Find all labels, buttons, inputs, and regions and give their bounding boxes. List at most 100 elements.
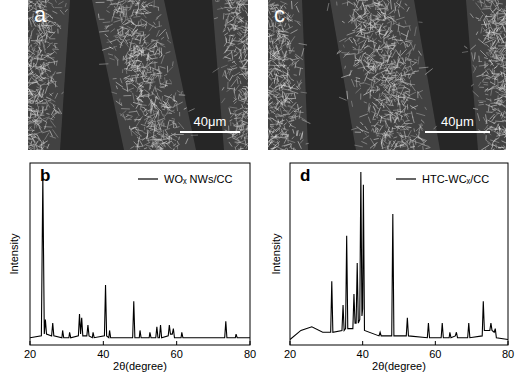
nanowire	[281, 89, 284, 91]
nanowire	[134, 119, 141, 121]
nanowire	[54, 43, 58, 44]
nanowire	[235, 53, 239, 56]
nanowire	[234, 102, 237, 104]
nanowire	[276, 73, 279, 82]
nanowire	[137, 102, 140, 103]
nanowire	[35, 113, 36, 117]
nanowire	[282, 107, 288, 114]
nanowire	[32, 130, 34, 132]
nanowire	[419, 22, 423, 23]
nanowire	[131, 21, 133, 24]
nanowire	[176, 144, 180, 147]
nanowire	[140, 71, 145, 75]
nanowire	[121, 108, 130, 109]
nanowire	[47, 55, 54, 60]
nanowire	[169, 136, 171, 144]
nanowire	[111, 92, 117, 94]
nanowire	[228, 126, 229, 132]
nanowire	[159, 21, 160, 27]
nanowire	[134, 48, 143, 53]
nanowire	[277, 141, 279, 145]
nanowire	[28, 146, 33, 150]
nanowire	[294, 93, 295, 99]
nanowire	[35, 141, 38, 147]
nanowire	[287, 83, 291, 89]
nanowire	[302, 120, 311, 124]
nanowire	[270, 118, 273, 122]
nanowire	[285, 27, 293, 31]
nanowire	[38, 30, 43, 38]
nanowire	[268, 15, 273, 21]
nanowire	[42, 106, 44, 115]
nanowire	[114, 6, 118, 12]
nanowire	[286, 58, 293, 60]
nanowire	[120, 110, 126, 116]
nanowire	[40, 0, 48, 1]
nanowire	[174, 103, 176, 107]
nanowire	[28, 9, 33, 13]
nanowire	[281, 42, 283, 45]
nanowire	[122, 7, 126, 8]
fiber-band	[28, 0, 70, 150]
nanowire	[177, 104, 178, 112]
nanowire	[154, 140, 161, 142]
nanowire	[113, 11, 117, 13]
nanowire	[128, 1, 131, 2]
nanowire	[240, 146, 242, 150]
nanowire	[155, 128, 157, 131]
nanowire	[414, 59, 418, 60]
nanowire	[110, 39, 116, 42]
nanowire	[224, 33, 228, 36]
nanowire	[32, 56, 34, 61]
nanowire	[28, 108, 34, 109]
nanowire	[137, 100, 143, 102]
nanowire	[374, 138, 379, 139]
nanowire	[268, 116, 271, 121]
nanowire	[34, 123, 36, 129]
nanowire	[181, 91, 182, 94]
nanowire	[47, 76, 54, 80]
nanowire	[246, 22, 247, 25]
nanowire	[291, 14, 294, 19]
nanowire	[228, 68, 231, 74]
nanowire	[123, 95, 131, 96]
nanowire	[411, 85, 416, 92]
nanowire	[31, 59, 32, 64]
nanowire	[157, 130, 161, 132]
nanowire	[269, 41, 273, 43]
nanowire	[337, 51, 342, 54]
nanowire	[160, 67, 166, 69]
nanowire	[285, 131, 288, 134]
nanowire	[161, 136, 166, 139]
nanowire	[141, 107, 145, 108]
nanowire	[47, 23, 51, 30]
nanowire	[51, 25, 53, 33]
nanowire	[149, 147, 153, 150]
nanowire	[268, 98, 271, 104]
nanowire	[53, 49, 59, 51]
nanowire	[365, 57, 374, 59]
nanowire	[133, 93, 135, 102]
nanowire	[240, 49, 242, 58]
nanowire	[119, 13, 122, 17]
nanowire	[275, 138, 278, 141]
nanowire	[284, 144, 291, 147]
nanowire	[227, 88, 235, 89]
nanowire	[115, 56, 119, 61]
nanowire	[288, 107, 292, 113]
nanowire	[410, 61, 412, 65]
nanowire	[127, 83, 128, 92]
nanowire	[292, 137, 294, 140]
nanowire	[274, 107, 279, 110]
nanowire	[28, 52, 31, 55]
nanowire	[287, 94, 289, 98]
nanowire	[237, 1, 240, 8]
nanowire	[46, 53, 49, 55]
nanowire	[273, 78, 277, 80]
nanowire	[282, 91, 283, 98]
nanowire	[130, 150, 133, 151]
nanowire	[231, 37, 235, 43]
nanowire	[302, 48, 304, 56]
nanowire	[299, 116, 307, 121]
nanowire	[284, 123, 287, 126]
